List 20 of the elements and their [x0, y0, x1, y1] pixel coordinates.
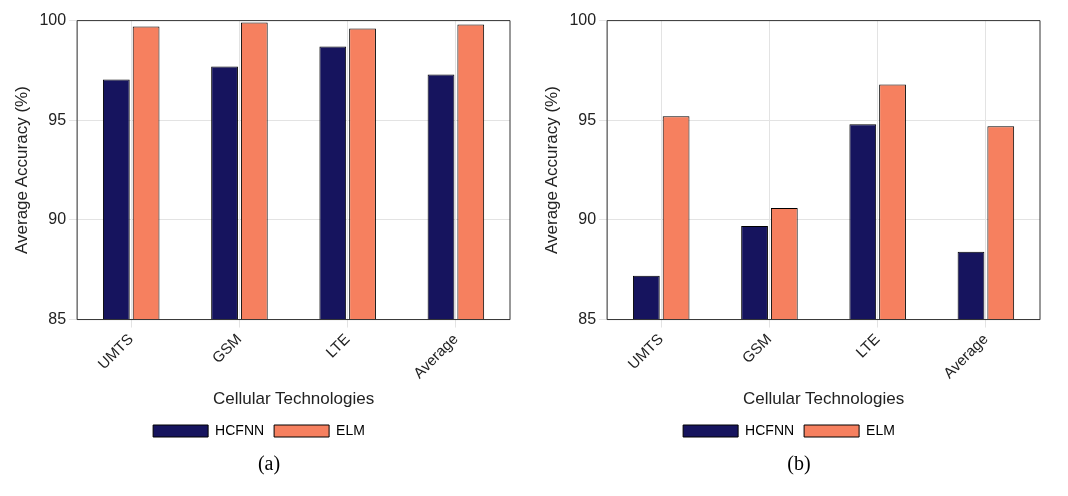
y-tick-label: 100 [569, 11, 597, 29]
x-axis-title: Cellular Technologies [212, 389, 375, 409]
y-tick-label: 90 [578, 210, 597, 228]
legend-label: HCFNN [215, 421, 265, 438]
y-tick-label: 100 [39, 11, 67, 29]
y-tick-label: 90 [48, 210, 67, 228]
legend-label: ELM [866, 421, 895, 438]
y-tick-label: 85 [578, 309, 597, 327]
x-tick-label: LTE [852, 329, 883, 361]
x-tick-label: LTE [322, 329, 353, 361]
y-tick-label: 95 [48, 110, 67, 128]
y-tick-label: 95 [578, 110, 597, 128]
text: (a) [257, 452, 281, 475]
text: (b) [787, 452, 811, 475]
legend-label: HCFNN [745, 421, 795, 438]
y-axis-title: Average Accuracy (%) [541, 86, 561, 255]
y-axis-title: Average Accuracy (%) [11, 86, 31, 255]
legend-label: ELM [336, 421, 365, 438]
x-axis-title: Cellular Technologies [742, 389, 905, 409]
y-tick-label: 85 [48, 309, 67, 327]
